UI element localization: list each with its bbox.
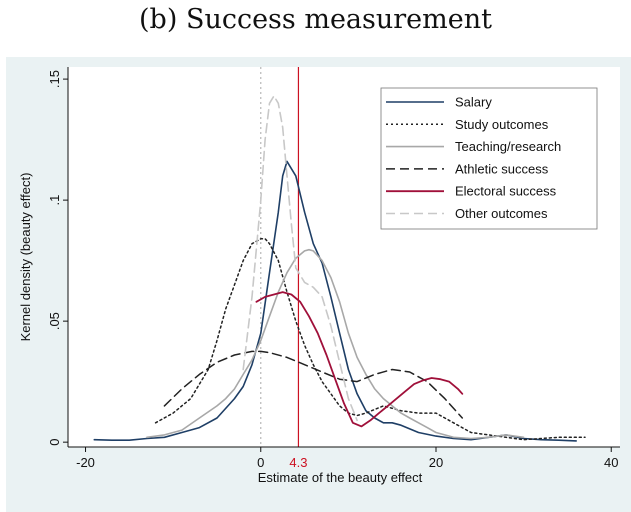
x-tick-label-2: 20 [429, 455, 443, 470]
y-axis-title: Kernel density (beauty effect) [18, 173, 33, 342]
chart-panel: -20 0 20 40 4.3 0 .05 .1 .15 Estimate of the be… [6, 57, 631, 512]
x-ticks: -20 0 20 40 4.3 [76, 447, 618, 470]
legend-label-1: Study outcomes [455, 117, 549, 132]
series-line-5 [242, 95, 358, 422]
series-line-0 [93, 160, 578, 442]
series-line-1 [154, 238, 586, 441]
chart-title: (b) Success measurement [139, 4, 492, 35]
y-ticks: 0 .05 .1 .15 [47, 70, 68, 446]
y-tick-label-3: .15 [47, 70, 62, 88]
series-lines [93, 95, 586, 442]
x-tick-label-3: 40 [604, 455, 618, 470]
y-tick-label-0: 0 [47, 439, 62, 446]
legend-label-3: Athletic success [455, 161, 549, 176]
legend-label-0: Salary [455, 95, 492, 110]
series-line-4 [255, 291, 464, 428]
legend-label-4: Electoral success [455, 184, 557, 199]
x-tick-label-0: -20 [76, 455, 95, 470]
series-line-2 [146, 248, 525, 440]
series-line-3 [163, 350, 464, 419]
reference-line-label-1: 4.3 [289, 455, 307, 470]
legend-label-5: Other outcomes [455, 206, 548, 221]
legend-box [380, 87, 598, 230]
chart-svg: -20 0 20 40 4.3 0 .05 .1 .15 Estimate of the be… [6, 57, 631, 512]
axes [67, 67, 620, 448]
x-tick-label-1: 0 [257, 455, 264, 470]
x-axis-title: Estimate of the beauty effect [258, 470, 423, 485]
legend-label-2: Teaching/research [455, 139, 561, 154]
y-tick-label-2: .1 [47, 195, 62, 206]
y-tick-label-1: .05 [47, 312, 62, 330]
legend: Salary Study outcomes Teaching/research Ath… [380, 87, 598, 230]
